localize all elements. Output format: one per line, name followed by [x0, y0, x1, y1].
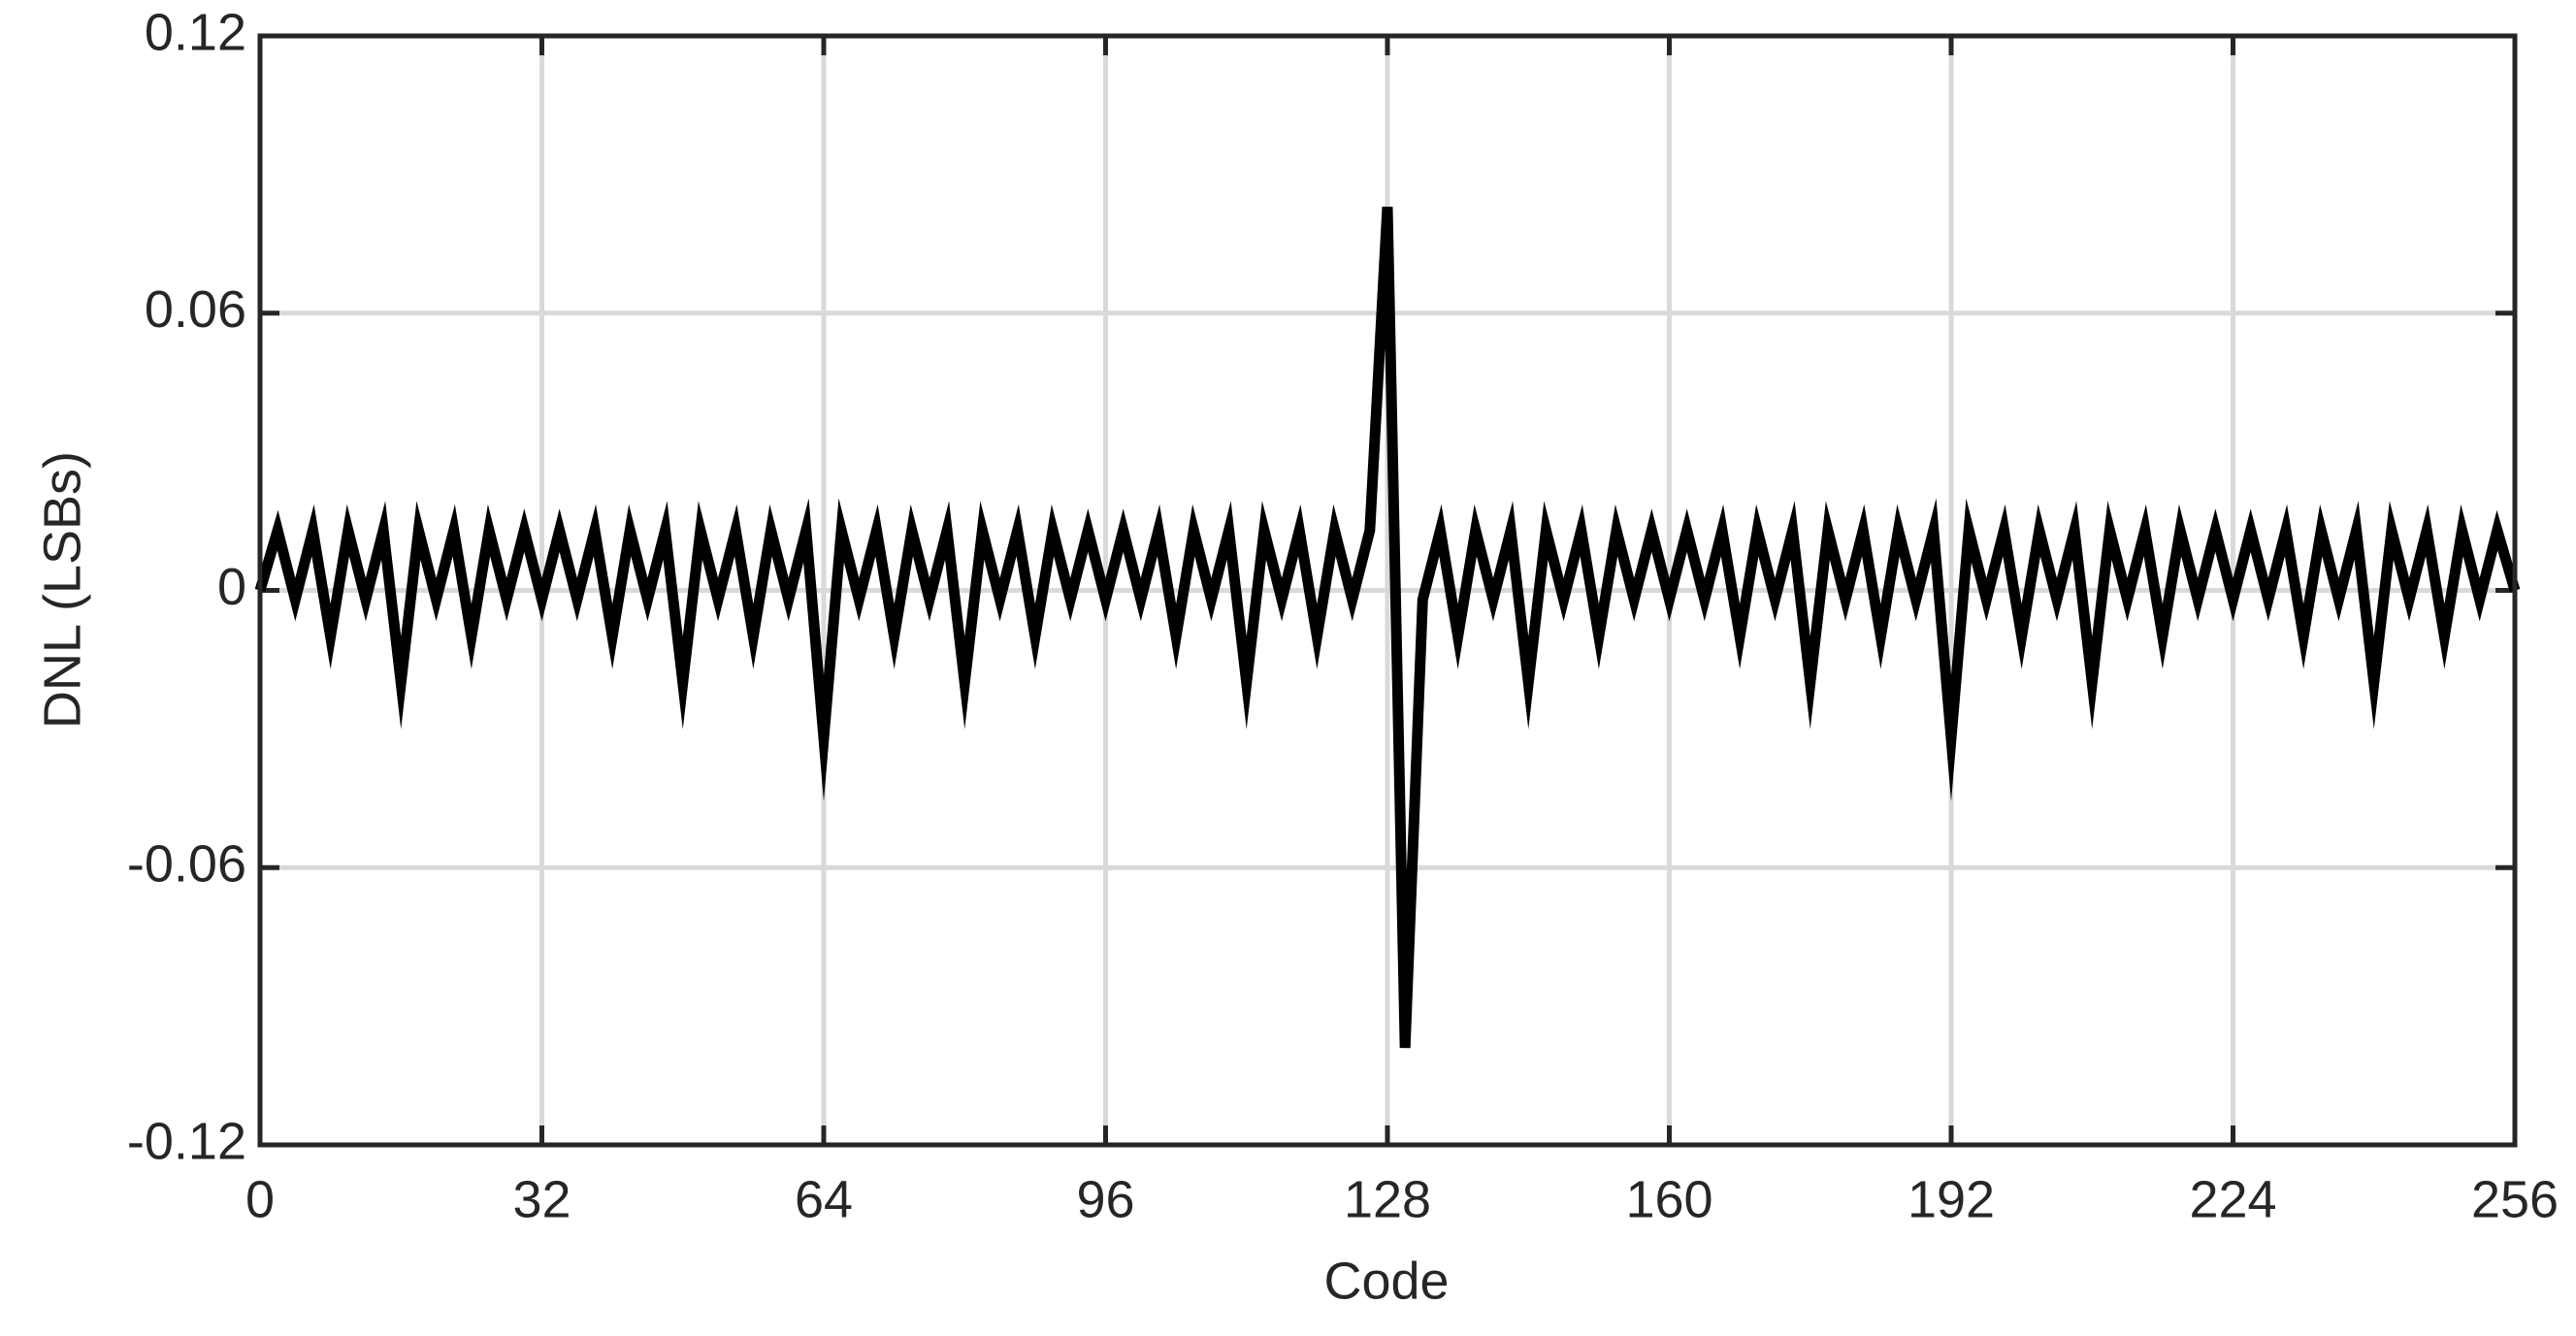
x-tick-label: 0	[245, 1170, 275, 1228]
x-tick-label: 256	[2471, 1170, 2559, 1228]
x-tick-label: 160	[1625, 1170, 1712, 1228]
plot-frame	[257, 33, 2518, 1148]
x-tick-label: 32	[512, 1170, 571, 1228]
x-tick-label: 96	[1076, 1170, 1134, 1228]
y-tick-label: 0.06	[145, 280, 246, 339]
y-tick-label: -0.06	[127, 835, 246, 894]
y-tick-label: 0.12	[145, 3, 246, 61]
x-tick-label: 192	[1908, 1170, 1995, 1228]
y-tick-label: -0.12	[127, 1112, 246, 1170]
x-tick-label: 128	[1344, 1170, 1431, 1228]
y-axis-label: DNL (LSBs)	[33, 451, 91, 729]
y-tick-label: 0	[217, 558, 246, 616]
x-tick-label: 64	[795, 1170, 853, 1228]
x-tick-label: 224	[2189, 1170, 2276, 1228]
dnl-line	[254, 206, 2521, 1049]
x-axis-label: Code	[1323, 1252, 1449, 1310]
